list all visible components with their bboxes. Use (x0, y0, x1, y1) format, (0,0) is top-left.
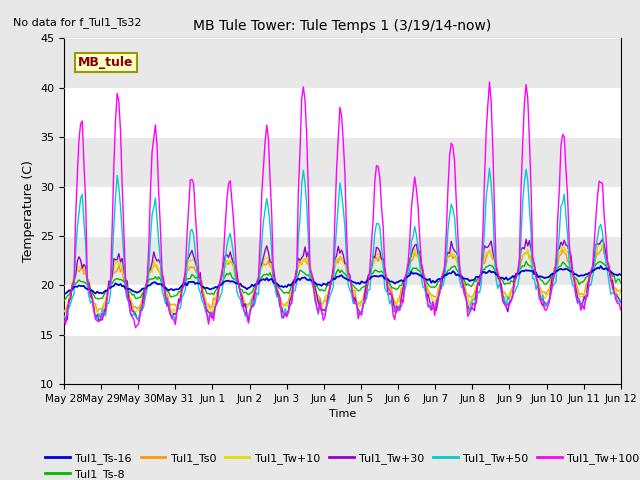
Tul1_Ts0 (374, 259, 382, 264)
Tul1_Ts0 (228, 260, 236, 265)
Tul1_Tw+100 (67, 293, 74, 299)
Tul1_Ts-8 (617, 280, 625, 286)
Tul1_Ts-8 (183, 276, 191, 282)
Tul1_Ts-8 (60, 298, 68, 303)
Tul1_Tw+50 (67, 300, 74, 306)
Tul1_Ts-16 (516, 271, 524, 276)
Tul1_Tw+100 (374, 164, 382, 169)
Tul1_Ts0 (67, 293, 74, 299)
Tul1_Tw+30 (524, 243, 532, 249)
Bar (64, 335, 621, 384)
Tul1_Tw+50 (525, 205, 533, 211)
Tul1_Tw+10 (185, 257, 193, 263)
Tul1_Ts-16 (67, 288, 74, 294)
Bar (64, 236, 621, 285)
Tul1_Tw+30 (598, 236, 606, 242)
Tul1_Tw+10 (617, 288, 625, 294)
Tul1_Tw+50 (228, 240, 236, 246)
Tul1_Ts-16 (617, 272, 625, 278)
Tul1_Ts-16 (372, 273, 380, 279)
Tul1_Tw+100 (228, 197, 236, 203)
Tul1_Tw+30 (617, 300, 625, 305)
Tul1_Ts0 (93, 309, 101, 315)
Tul1_Tw+10 (517, 253, 525, 259)
Tul1_Tw+10 (374, 251, 382, 256)
Tul1_Ts-16 (60, 291, 68, 297)
Legend: Tul1_Ts-16, Tul1_Ts-8, Tul1_Ts0, Tul1_Tw+10, Tul1_Tw+30, Tul1_Tw+50, Tul1_Tw+100: Tul1_Ts-16, Tul1_Ts-8, Tul1_Ts0, Tul1_Tw… (41, 448, 640, 480)
Tul1_Tw+30 (68, 283, 76, 289)
Tul1_Tw+100 (60, 317, 68, 323)
Tul1_Tw+100 (486, 79, 493, 85)
Tul1_Ts-8 (67, 289, 74, 295)
Tul1_Ts-8 (524, 262, 532, 267)
Tul1_Tw+10 (228, 254, 236, 260)
Tul1_Ts0 (617, 287, 625, 293)
Tul1_Ts0 (60, 309, 68, 314)
Tul1_Tw+50 (519, 198, 527, 204)
Tul1_Tw+30 (517, 247, 525, 252)
Tul1_Tw+10 (524, 246, 532, 252)
Tul1_Tw+10 (67, 285, 74, 291)
Tul1_Tw+30 (374, 245, 382, 251)
Tul1_Tw+50 (486, 166, 493, 171)
Tul1_Tw+50 (60, 313, 68, 319)
Bar (64, 137, 621, 187)
Line: Tul1_Ts-8: Tul1_Ts-8 (64, 262, 621, 300)
Tul1_Tw+50 (135, 319, 143, 324)
Tul1_Ts-8 (372, 268, 380, 274)
Text: MB_tule: MB_tule (78, 56, 133, 69)
X-axis label: Time: Time (329, 409, 356, 419)
Tul1_Tw+100 (132, 324, 140, 330)
Tul1_Tw+50 (374, 220, 382, 226)
Bar (64, 38, 621, 88)
Tul1_Tw+10 (60, 308, 68, 314)
Line: Tul1_Tw+50: Tul1_Tw+50 (64, 168, 621, 322)
Y-axis label: Temperature (C): Temperature (C) (22, 160, 35, 262)
Tul1_Tw+30 (185, 255, 193, 261)
Line: Tul1_Tw+30: Tul1_Tw+30 (64, 239, 621, 322)
Tul1_Ts0 (598, 244, 606, 250)
Tul1_Tw+30 (228, 255, 236, 261)
Tul1_Tw+100 (617, 307, 625, 313)
Title: MB Tule Tower: Tule Temps 1 (3/19/14-now): MB Tule Tower: Tule Temps 1 (3/19/14-now… (193, 19, 492, 33)
Tul1_Ts-16 (227, 279, 234, 285)
Tul1_Tw+100 (525, 135, 533, 141)
Tul1_Ts0 (517, 259, 525, 265)
Tul1_Ts0 (185, 267, 193, 273)
Tul1_Ts-16 (597, 263, 605, 269)
Tul1_Ts-8 (522, 259, 530, 264)
Line: Tul1_Ts-16: Tul1_Ts-16 (64, 266, 621, 294)
Tul1_Tw+50 (185, 248, 193, 254)
Tul1_Tw+100 (519, 139, 527, 145)
Tul1_Ts-8 (227, 270, 234, 276)
Tul1_Tw+30 (60, 314, 68, 320)
Tul1_Ts-8 (516, 267, 524, 273)
Tul1_Tw+100 (185, 205, 193, 211)
Line: Tul1_Tw+10: Tul1_Tw+10 (64, 244, 621, 316)
Tul1_Tw+30 (62, 319, 70, 324)
Tul1_Ts-16 (522, 267, 530, 273)
Tul1_Tw+10 (95, 313, 103, 319)
Line: Tul1_Tw+100: Tul1_Tw+100 (64, 82, 621, 327)
Tul1_Tw+10 (595, 241, 603, 247)
Text: No data for f_Tul1_Ts32: No data for f_Tul1_Ts32 (13, 17, 141, 28)
Tul1_Ts-16 (183, 283, 191, 288)
Tul1_Tw+50 (617, 298, 625, 304)
Tul1_Ts0 (524, 250, 532, 255)
Line: Tul1_Ts0: Tul1_Ts0 (64, 247, 621, 312)
